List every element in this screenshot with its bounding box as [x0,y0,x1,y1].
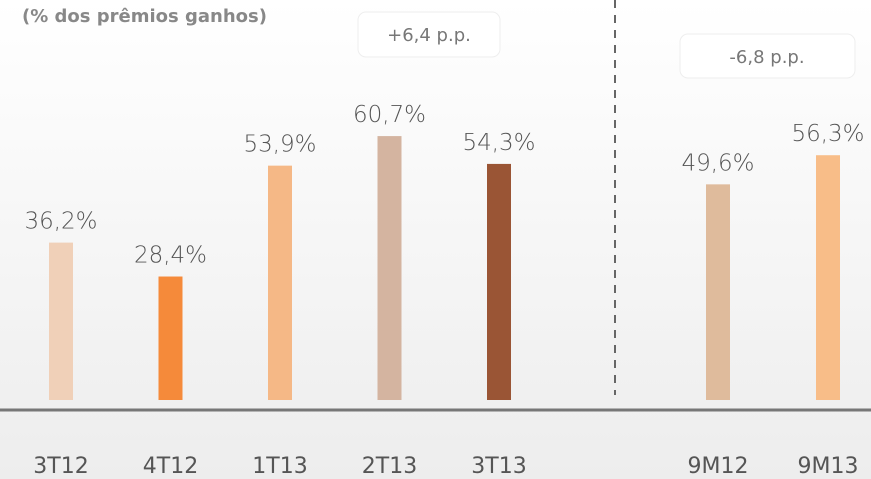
value-label: 28,4% [134,243,207,269]
subtitle: (% dos prêmios ganhos) [22,6,267,27]
value-label: 60,7% [353,102,426,128]
x-tick-label: 2T13 [362,454,417,479]
value-label: 53,9% [243,132,316,158]
bar [706,184,730,400]
x-tick-label: 9M13 [798,454,859,479]
value-label: 54,3% [462,130,535,156]
annotation: -6,8 p.p. [729,47,804,68]
bar [158,276,183,400]
bar [377,136,402,400]
x-tick-label: 9M12 [688,454,749,479]
x-tick-label: 4T12 [143,454,198,479]
annotation: +6,4 p.p. [387,25,471,46]
x-tick-label: 3T13 [471,454,526,479]
annotation-box [679,33,856,79]
annotation-box [357,11,501,58]
value-label: 49,6% [681,150,754,176]
value-label: 36,2% [24,209,97,235]
x-tick-label: 1T13 [252,454,307,479]
bar [816,155,840,400]
bar [268,165,292,400]
bar [49,242,73,400]
bar [487,163,511,400]
x-tick-label: 3T12 [33,454,88,479]
value-label: 56,3% [791,121,864,147]
